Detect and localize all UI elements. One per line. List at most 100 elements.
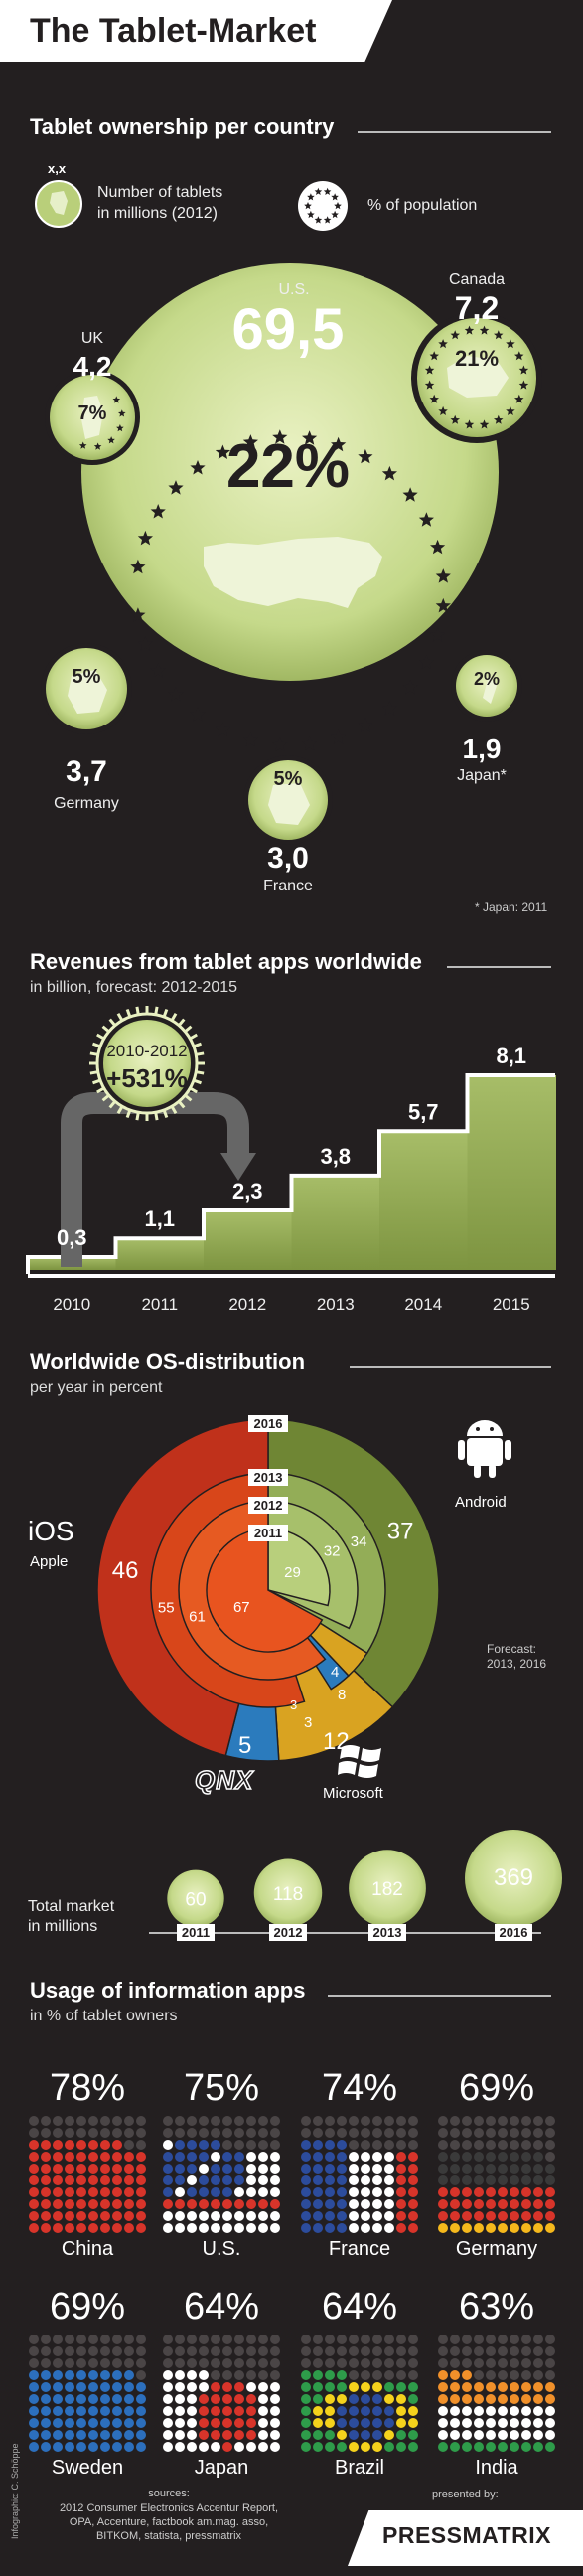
info-country-france: France (328, 2238, 391, 2260)
os-extra-label-2: 3 (290, 1697, 297, 1712)
revenue-value-2012: 2,3 (232, 1179, 263, 1204)
sources-line-3: BITKOM, statista, pressmatrix (95, 2530, 242, 2542)
revenue-value-2011: 1,1 (144, 1207, 175, 1231)
japan-pct: 2% (473, 669, 500, 689)
info-dot-grid-germany (438, 2116, 555, 2233)
ios-value-2011: 67 (233, 1599, 250, 1616)
ring-year-2013: 2013 (254, 1470, 283, 1485)
android-label: Android (455, 1494, 507, 1511)
os-heading: Worldwide OS-distribution (30, 1349, 306, 1373)
info-pct-france: 74% (321, 2067, 398, 2109)
info-country-china: China (61, 2238, 114, 2260)
revenue-value-2013: 3,8 (320, 1144, 351, 1169)
total-market-bubbles: 60 2011 118 2012 182 2013 369 2016 (149, 1830, 562, 1941)
ios-value-2016: 46 (112, 1557, 139, 1584)
brand-banner (348, 2510, 583, 2566)
total-year-2013: 2013 (373, 1925, 402, 1940)
info-pct-brazil: 64% (321, 2286, 398, 2328)
info-pct-japan: 64% (183, 2286, 260, 2328)
info-pct-india: 63% (458, 2286, 535, 2328)
legend-value-icon (35, 180, 82, 228)
total-value-2016: 369 (494, 1864, 533, 1891)
ring-year-tag-2013 (248, 1469, 288, 1486)
info-country-india: India (475, 2457, 518, 2479)
canada-name: Canada (448, 271, 506, 288)
revenue-year-2011: 2011 (141, 1295, 178, 1312)
germany-name: Germany (54, 795, 119, 812)
info-dot-grid-japan (163, 2334, 280, 2452)
ring-year-2016: 2016 (254, 1416, 283, 1431)
legend-pct-text: % of population (367, 197, 478, 214)
total-year-2016: 2016 (500, 1925, 528, 1940)
total-label-1: Total market (28, 1898, 115, 1915)
info-apps-heading: Usage of information apps (30, 1978, 306, 2003)
total-value-2011: 60 (185, 1889, 206, 1910)
os-subheading: per year in percent (30, 1379, 163, 1396)
info-apps-subheading: in % of tablet owners (30, 2008, 178, 2024)
total-bubble-2012 (253, 1858, 323, 1927)
windows-icon (338, 1745, 381, 1778)
info-dot-grid-india (438, 2334, 555, 2452)
info-country-brazil: Brazil (334, 2457, 384, 2479)
revenue-bar-2014 (379, 1131, 469, 1270)
ring-year-tag-2012 (248, 1497, 288, 1514)
sources-line-1: 2012 Consumer Electronics Accentur Repor… (59, 2502, 279, 2514)
microsoft-value-2013: 4 (331, 1664, 339, 1681)
total-label-2: in millions (28, 1918, 98, 1935)
ios-value-2012: 61 (189, 1609, 206, 1626)
ownership-heading: Tablet ownership per country (30, 114, 335, 139)
revenue-value-2014: 5,7 (408, 1099, 439, 1124)
ios-label: iOS (28, 1516, 74, 1546)
revenue-bar-2012 (204, 1210, 293, 1270)
android-icon (458, 1420, 511, 1478)
total-year-tag-2012 (269, 1924, 307, 1941)
us-bubble (81, 263, 499, 681)
total-year-tag-2013 (368, 1924, 406, 1941)
total-bubble-2016 (465, 1830, 562, 1927)
forecast-note-2: 2013, 2016 (487, 1657, 547, 1671)
info-pct-us: 75% (183, 2067, 260, 2109)
germany-tablets: 3,7 (66, 755, 107, 788)
info-pct-china: 78% (49, 2067, 126, 2109)
revenue-year-2015: 2015 (493, 1295, 530, 1312)
forecast-note-1: Forecast: (487, 1642, 537, 1656)
android-value-2013: 34 (351, 1533, 367, 1550)
os-extra-label-1: 8 (338, 1687, 346, 1703)
japan-footnote: * Japan: 2011 (475, 900, 548, 914)
ownership-bubbles (41, 263, 542, 845)
brand-logo: PRESSMATRIX (382, 2522, 551, 2548)
info-country-germany: Germany (455, 2238, 538, 2260)
revenue-year-2010: 2010 (53, 1295, 90, 1312)
info-dot-grid-brazil (301, 2334, 418, 2452)
info-apps-rule (328, 1995, 551, 1997)
ring-year-tag-2016 (248, 1415, 288, 1432)
credit: Infographic: C. Schöppe (10, 2443, 20, 2539)
canada-tablets: 7,2 (454, 290, 500, 326)
revenue-year-2013: 2013 (317, 1295, 355, 1312)
os-rule (350, 1366, 551, 1368)
apple-label: Apple (30, 1553, 69, 1570)
info-dot-grid-china (29, 2116, 146, 2233)
total-value-2012: 118 (273, 1884, 303, 1905)
us-name: U.S. (278, 281, 310, 298)
info-country-sweden: Sweden (51, 2457, 124, 2479)
revenue-year-2012: 2012 (228, 1295, 266, 1312)
revenue-badge-years: 2010-2012 (106, 1042, 188, 1060)
revenue-value-2010: 0,3 (57, 1225, 87, 1250)
android-value-2011: 29 (284, 1564, 301, 1581)
ring-year-2011: 2011 (254, 1526, 282, 1540)
qnx-logo: QNX (194, 1764, 254, 1796)
revenue-badge-value: +531% (106, 1063, 188, 1093)
info-country-japan: Japan (194, 2457, 249, 2479)
canada-pct: 21% (454, 346, 500, 371)
japan-tablets: 1,9 (462, 733, 502, 764)
presented-by: presented by: (432, 2489, 499, 2500)
total-value-2013: 182 (371, 1879, 403, 1900)
info-dot-grid-sweden (29, 2334, 146, 2452)
revenue-bar-2015 (467, 1075, 556, 1270)
revenues-chart: 0,3 2010 1,1 2011 2,3 2012 3,8 2013 5,7 2014 8,1 20… (26, 1006, 556, 1312)
france-name: France (263, 878, 313, 894)
revenues-subheading: in billion, forecast: 2012-2015 (30, 979, 238, 996)
total-year-tag-2016 (495, 1924, 532, 1941)
